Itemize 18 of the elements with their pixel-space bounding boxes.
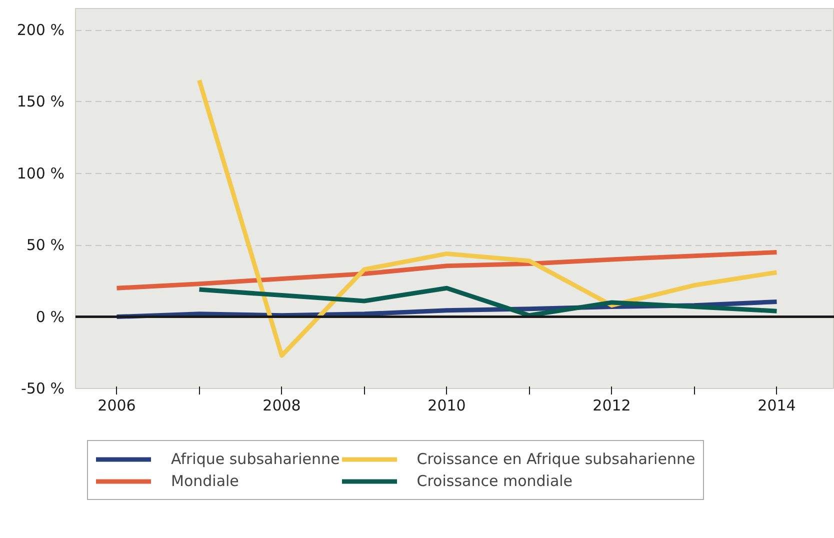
y-tick-label: 50 % [26, 236, 64, 254]
legend-label: Croissance mondiale [416, 472, 573, 490]
legend-label: Mondiale [171, 472, 239, 490]
x-tick-label: 2014 [758, 396, 796, 414]
x-tick-label: 2006 [98, 396, 136, 414]
line-series [114, 250, 779, 290]
x-tick-label: 2012 [592, 396, 631, 414]
y-tick-label: 0 % [36, 308, 65, 326]
y-tick-label: -50 % [20, 380, 65, 398]
line-series [197, 78, 779, 358]
legend-label: Afrique subsaharienne [171, 450, 340, 468]
x-tick-label: 2008 [262, 396, 301, 414]
x-tick-label: 2010 [428, 396, 466, 414]
line-series [197, 286, 779, 318]
y-tick-label: 200 % [16, 21, 65, 40]
y-tick-label: 150 % [16, 92, 65, 111]
legend-label: Croissance en Afrique subsaharienne [416, 450, 696, 468]
y-tick-label: 100 % [16, 164, 65, 182]
